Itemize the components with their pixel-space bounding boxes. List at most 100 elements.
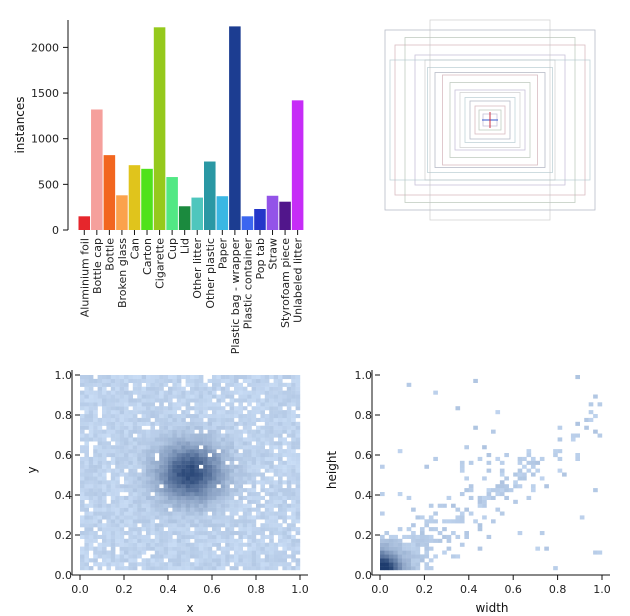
xy-cell xyxy=(97,476,103,481)
xy-cell xyxy=(146,562,151,567)
xy-cell xyxy=(97,492,103,497)
xy-cell xyxy=(247,437,252,442)
xy-cell xyxy=(80,562,85,567)
xy-cell xyxy=(260,472,265,477)
xy-cell xyxy=(256,558,261,563)
xy-cell xyxy=(128,468,133,473)
overlay-box xyxy=(469,100,511,140)
xy-cell xyxy=(137,382,142,387)
xy-cell xyxy=(110,410,116,415)
wh-cell xyxy=(397,558,403,563)
xy-cell xyxy=(97,375,103,380)
wh-cell xyxy=(455,507,461,512)
xy-cell xyxy=(102,492,107,497)
xy-cell xyxy=(102,476,107,481)
xy-cell xyxy=(150,375,155,380)
xy-cell xyxy=(146,453,151,458)
wh-cell xyxy=(544,484,549,489)
xy-cell xyxy=(154,398,160,403)
xy-cell xyxy=(132,429,138,434)
xy-cell xyxy=(247,523,252,528)
xy-cell xyxy=(273,394,279,399)
xy-cell xyxy=(212,550,217,555)
xy-cell xyxy=(291,437,296,442)
xy-cell xyxy=(273,410,279,415)
xy-cell xyxy=(286,390,292,395)
wh-cell xyxy=(388,554,394,559)
xy-cell xyxy=(229,468,235,473)
xy-cell xyxy=(242,460,248,465)
xy-cell xyxy=(278,523,283,528)
xy-cell xyxy=(264,433,270,438)
wh-cell xyxy=(464,534,469,539)
xy-cell xyxy=(229,527,235,532)
xy-cell xyxy=(194,410,199,415)
xy-y-label: y xyxy=(25,466,39,473)
xy-cell xyxy=(273,421,279,426)
xy-cell xyxy=(203,499,208,504)
wh-cell xyxy=(597,550,603,555)
xy-cell xyxy=(110,445,116,450)
xy-cell xyxy=(212,511,217,516)
bar-x-tick-label: Plastic container xyxy=(241,238,254,330)
xy-cell xyxy=(247,429,252,434)
xy-cell xyxy=(128,495,133,500)
xy-cell xyxy=(203,441,208,446)
bar-2 xyxy=(103,155,116,230)
xy-cell xyxy=(229,538,235,543)
xy-cell xyxy=(132,390,138,395)
xy-cell xyxy=(229,534,235,539)
wh-cell xyxy=(482,495,487,500)
xy-cell xyxy=(106,394,111,399)
xy-cell xyxy=(242,386,248,391)
xy-cell xyxy=(132,515,138,520)
xy-cell xyxy=(185,566,191,571)
xy-cell xyxy=(102,460,107,465)
xy-cell xyxy=(238,445,243,450)
xy-cell xyxy=(84,492,89,497)
wh-cell xyxy=(388,566,394,571)
xy-cell xyxy=(242,527,248,532)
wh-y-tick-label: 0.8 xyxy=(355,409,373,422)
xy-cell xyxy=(154,566,160,571)
xy-cell xyxy=(190,414,195,419)
xy-cell xyxy=(172,472,177,477)
wh-cell xyxy=(437,503,443,508)
xy-cell xyxy=(269,402,274,407)
xy-cell xyxy=(190,468,195,473)
wh-x-tick-label: 0.8 xyxy=(549,583,567,596)
xy-cell xyxy=(295,492,301,497)
xy-cell xyxy=(295,499,301,504)
xy-cell xyxy=(229,453,235,458)
xy-cell xyxy=(269,437,274,442)
xy-cell xyxy=(225,429,230,434)
xy-cell xyxy=(256,550,261,555)
xy-cell xyxy=(282,453,287,458)
wh-cell xyxy=(579,515,585,520)
xy-cell xyxy=(273,484,279,489)
xy-cell xyxy=(190,484,195,489)
overlay-box xyxy=(414,54,566,186)
xy-cell xyxy=(159,554,164,559)
xy-cell xyxy=(194,375,199,380)
xy-cell xyxy=(163,441,169,446)
wh-cell xyxy=(433,390,438,395)
xy-cell xyxy=(273,386,279,391)
xy-cell xyxy=(242,456,248,461)
xy-cell xyxy=(194,417,199,422)
xy-cell xyxy=(212,472,217,477)
xy-cell xyxy=(137,445,142,450)
xy-cell xyxy=(269,453,274,458)
xy-cell xyxy=(291,375,296,380)
xy-cell xyxy=(251,472,257,477)
wh-cell xyxy=(535,546,541,551)
xy-cell xyxy=(190,421,195,426)
xy-cell xyxy=(212,406,217,411)
wh-cell xyxy=(415,534,421,539)
xy-cell xyxy=(172,488,177,493)
xy-cell xyxy=(216,421,221,426)
xy-cell xyxy=(190,460,195,465)
xy-cell xyxy=(185,402,191,407)
xy-cell xyxy=(124,538,129,543)
xy-cell xyxy=(194,534,199,539)
